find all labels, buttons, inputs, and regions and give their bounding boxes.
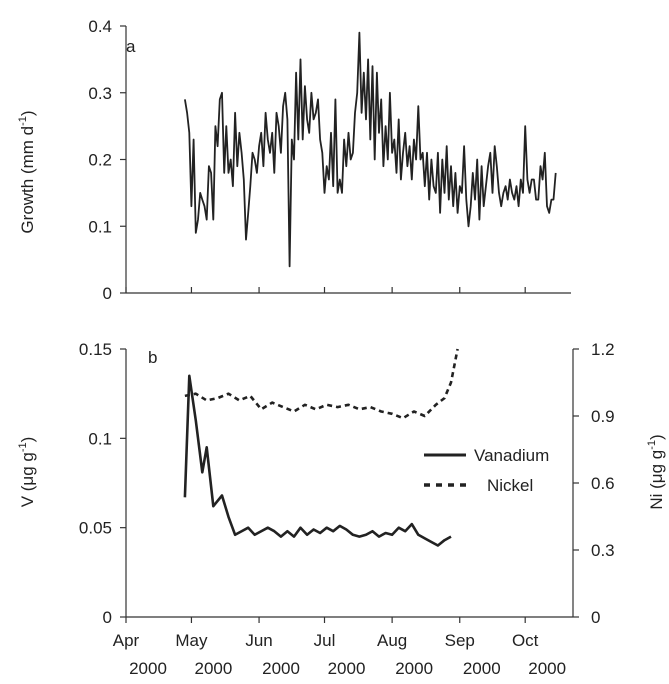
- panel-a-series: [184, 31, 557, 268]
- x-tick-label-year: 2000: [328, 659, 366, 678]
- x-tick-label-year: 2000: [395, 659, 433, 678]
- panel-b-right-y-tick-label: 0.9: [591, 407, 615, 426]
- panel-a-y-tick-label: 0.4: [88, 17, 112, 36]
- panel-b-right-y-tick-label: 0: [591, 608, 600, 627]
- panel-b-left-y-tick-label: 0.05: [79, 519, 112, 538]
- panel-a-y-tick-label: 0.3: [88, 84, 112, 103]
- panel-b-x-axis: Apr 2000 May 2000 Jun 2000 Jul 2000 Aug 2000 Sep 20…: [113, 616, 573, 678]
- panel-b-left-y-tick-label: 0.15: [79, 340, 112, 359]
- panel-b: 0 0.05 0.1 0.15 0 0.3 0.6 0.9 1.2 Apr 2000 May 200…: [17, 340, 666, 678]
- legend-vanadium-label: Vanadium: [474, 446, 549, 465]
- x-tick-label-year: 2000: [262, 659, 300, 678]
- panel-b-series: [183, 348, 459, 547]
- panel-b-right-y-tick-label: 0.3: [591, 541, 615, 560]
- legend-nickel-label: Nickel: [487, 476, 533, 495]
- panel-b-left-y-axis-title: V (μg g-1): [17, 437, 37, 508]
- x-tick-label-month: Jun: [245, 631, 272, 650]
- vanadium-series-line: [183, 374, 452, 547]
- x-tick-label-month: Aug: [377, 631, 407, 650]
- growth-series-line: [184, 31, 557, 268]
- panel-b-right-y-tick-label: 0.6: [591, 474, 615, 493]
- x-tick-label-month: Jul: [314, 631, 336, 650]
- panel-b-right-y-tick-label: 1.2: [591, 340, 615, 359]
- x-tick-label-year: 2000: [129, 659, 167, 678]
- panel-a: 0 0.1 0.2 0.3 0.4 a Growth (mm d-1): [17, 17, 571, 303]
- panel-a-x-axis: [125, 287, 571, 294]
- x-tick-label-year: 2000: [463, 659, 501, 678]
- panel-a-label: a: [126, 37, 136, 56]
- x-tick-label-month: Oct: [512, 631, 539, 650]
- x-tick-label-year: 2000: [528, 659, 566, 678]
- panel-a-y-tick-label: 0.1: [88, 217, 112, 236]
- panel-b-right-y-axis: 0 0.3 0.6 0.9 1.2: [572, 340, 615, 627]
- x-tick-label-month: Apr: [113, 631, 140, 650]
- panel-b-left-y-tick-label: 0: [103, 608, 112, 627]
- panel-a-y-tick-label: 0.2: [88, 151, 112, 170]
- nickel-series-line: [184, 348, 459, 420]
- panel-b-label: b: [148, 348, 157, 367]
- panel-a-y-axis: 0 0.1 0.2 0.3 0.4: [88, 17, 127, 303]
- x-tick-label-month: Sep: [445, 631, 475, 650]
- panel-b-left-y-tick-label: 0.1: [88, 429, 112, 448]
- x-tick-label-year: 2000: [195, 659, 233, 678]
- x-tick-label-month: May: [175, 631, 208, 650]
- panel-b-left-y-axis: 0 0.05 0.1 0.15: [79, 340, 127, 627]
- panel-a-y-tick-label: 0: [103, 284, 112, 303]
- panel-a-y-axis-title: Growth (mm d-1): [17, 110, 37, 233]
- legend: Vanadium Nickel: [424, 446, 549, 495]
- panel-b-right-y-axis-title: Ni (μg g-1): [646, 434, 666, 509]
